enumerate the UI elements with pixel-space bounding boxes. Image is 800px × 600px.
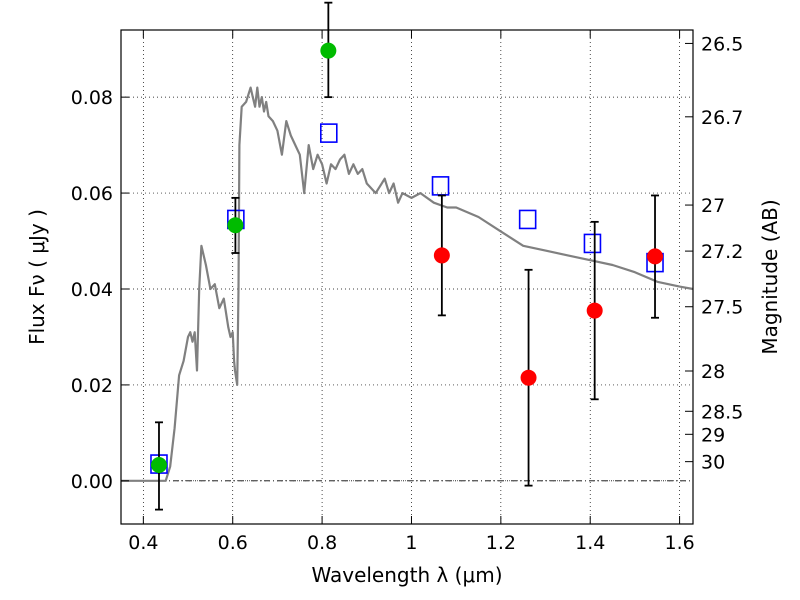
y2-tick-label: 29 — [701, 424, 725, 446]
y-tick-label: 0.06 — [71, 183, 113, 205]
data-point — [520, 369, 537, 386]
data-point — [433, 247, 450, 264]
x-tick-label: 1.2 — [486, 532, 516, 554]
data-point — [320, 42, 337, 59]
data-markers — [150, 1, 664, 511]
y2-tick-label: 27 — [701, 195, 725, 217]
x-tick-label: 1.6 — [664, 532, 694, 554]
model-spectrum-line — [121, 86, 694, 482]
data-point — [586, 302, 603, 319]
data-point — [227, 217, 244, 234]
model-photometry-square — [518, 209, 537, 230]
x-tick-label: 0.4 — [128, 532, 158, 554]
x-tick-label: 0.6 — [218, 532, 248, 554]
y2-tick-label: 26.5 — [701, 33, 743, 55]
model-curve — [121, 86, 694, 482]
x-tick-label: 0.8 — [307, 532, 337, 554]
y2-tick-label: 28.5 — [701, 401, 743, 423]
y2-tick-label: 27.5 — [701, 297, 743, 319]
x-tick-label: 1 — [405, 532, 417, 554]
plot-background — [121, 30, 693, 524]
y-axis-label: Flux Fν ( μJy ) — [25, 209, 49, 345]
y2-tick-label: 28 — [701, 361, 725, 383]
y2-tick-label: 26.7 — [701, 107, 743, 129]
grid — [121, 30, 693, 524]
axis-ticks: 0.4 0.6 0.8 1 1.2 1.4 1.6 0.00 0.02 0.04 0.06 0.08 2… — [71, 30, 743, 554]
y-tick-label: 0.00 — [71, 471, 113, 493]
data-point — [647, 248, 664, 265]
y-tick-label: 0.08 — [71, 87, 113, 109]
y2-axis-label: Magnitude (AB) — [758, 199, 782, 354]
x-tick-label: 1.4 — [575, 532, 605, 554]
model-photometry-square — [319, 123, 338, 143]
x-axis-label: Wavelength λ (μm) — [311, 563, 502, 587]
model-photometry-square — [583, 233, 602, 254]
y2-tick-label: 27.2 — [701, 241, 743, 263]
plot-frame — [120, 29, 694, 525]
y2-tick-label: 30 — [701, 452, 725, 474]
y-tick-label: 0.02 — [71, 375, 113, 397]
y-tick-label: 0.04 — [71, 279, 113, 301]
data-point — [150, 457, 167, 474]
